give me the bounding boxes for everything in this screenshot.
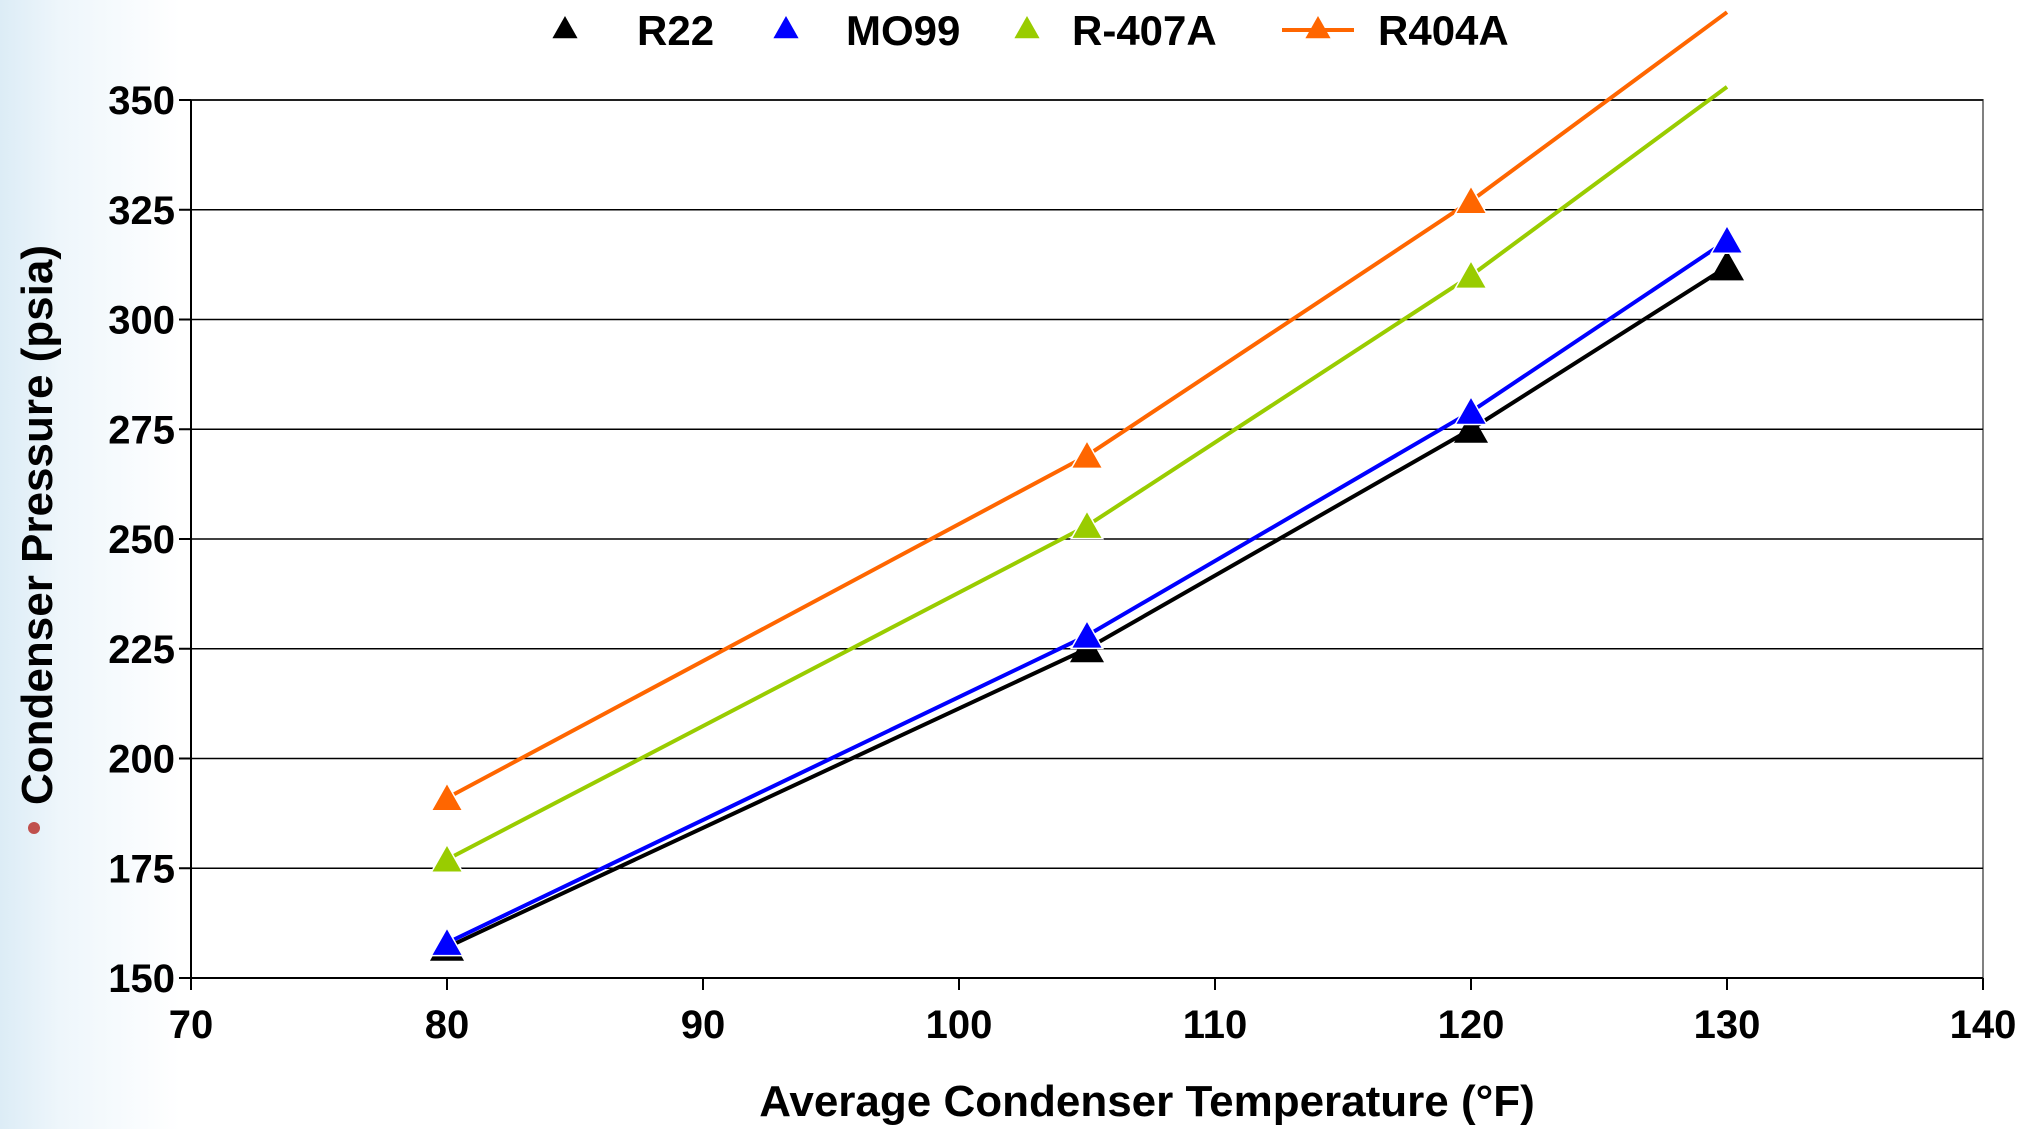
x-tick-label-140: 140 — [1950, 1003, 2017, 1047]
y-tick-label-300: 300 — [108, 299, 175, 343]
y-tick-label-250: 250 — [108, 518, 175, 562]
x-axis-ticks: 70 80 90 100 110 120 130 140 — [169, 978, 2017, 1047]
legend-marker-R22 — [552, 16, 578, 39]
marker-MO99-105 — [1069, 619, 1105, 650]
y-tick-label-325: 325 — [108, 189, 175, 233]
series-lines — [446, 10, 1729, 950]
y-tick-label-275: 275 — [108, 408, 175, 452]
legend-label-R22: R22 — [637, 7, 714, 54]
legend-marker-R-407A — [1014, 16, 1040, 39]
legend-label-MO99: MO99 — [846, 7, 960, 54]
legend: R22 MO99 R-407A R404A — [552, 7, 1509, 54]
x-tick-label-110: 110 — [1183, 1003, 1248, 1047]
y-tick-label-350: 350 — [108, 79, 175, 123]
marker-R404A-105 — [1069, 439, 1105, 470]
x-tick-label-80: 80 — [425, 1003, 470, 1047]
x-tick-label-100: 100 — [926, 1003, 993, 1047]
x-tick-label-90: 90 — [681, 1003, 726, 1047]
series-markers — [429, 184, 1745, 961]
bullet-dot — [28, 822, 40, 834]
x-tick-label-130: 130 — [1694, 1003, 1761, 1047]
marker-R-407A-120 — [1453, 259, 1489, 290]
marker-MO99-130 — [1709, 223, 1745, 254]
marker-R22-130 — [1709, 250, 1745, 281]
marker-R404A-120 — [1453, 184, 1489, 215]
x-tick-label-70: 70 — [169, 1003, 214, 1047]
marker-MO99-80 — [429, 926, 465, 957]
series-line-R404A — [446, 10, 1729, 800]
legend-marker-MO99 — [773, 16, 799, 39]
y-tick-label-225: 225 — [108, 628, 175, 672]
y-tick-label-200: 200 — [108, 738, 175, 782]
y-axis-ticks: 150 175 200 225 250 275 300 325 350 — [108, 79, 191, 1001]
y-tick-label-175: 175 — [108, 847, 175, 891]
legend-label-R-407A: R-407A — [1072, 7, 1217, 54]
x-axis-title: Average Condenser Temperature (°F) — [759, 1077, 1535, 1126]
marker-R-407A-80 — [429, 842, 465, 873]
x-tick-label-120: 120 — [1438, 1003, 1505, 1047]
series-line-R22 — [446, 265, 1729, 950]
marker-MO99-120 — [1453, 395, 1489, 426]
y-tick-label-150: 150 — [108, 957, 175, 1001]
legend-label-R404A: R404A — [1378, 7, 1509, 54]
series-line-R-407A — [446, 85, 1729, 862]
marker-R404A-80 — [429, 781, 465, 812]
series-line-MO99 — [446, 238, 1729, 945]
marker-R22-120 — [1453, 412, 1489, 443]
legend-marker-R404A — [1305, 16, 1331, 39]
y-axis-title: Condenser Pressure (psia) — [13, 245, 62, 805]
marker-R-407A-105 — [1069, 509, 1105, 540]
